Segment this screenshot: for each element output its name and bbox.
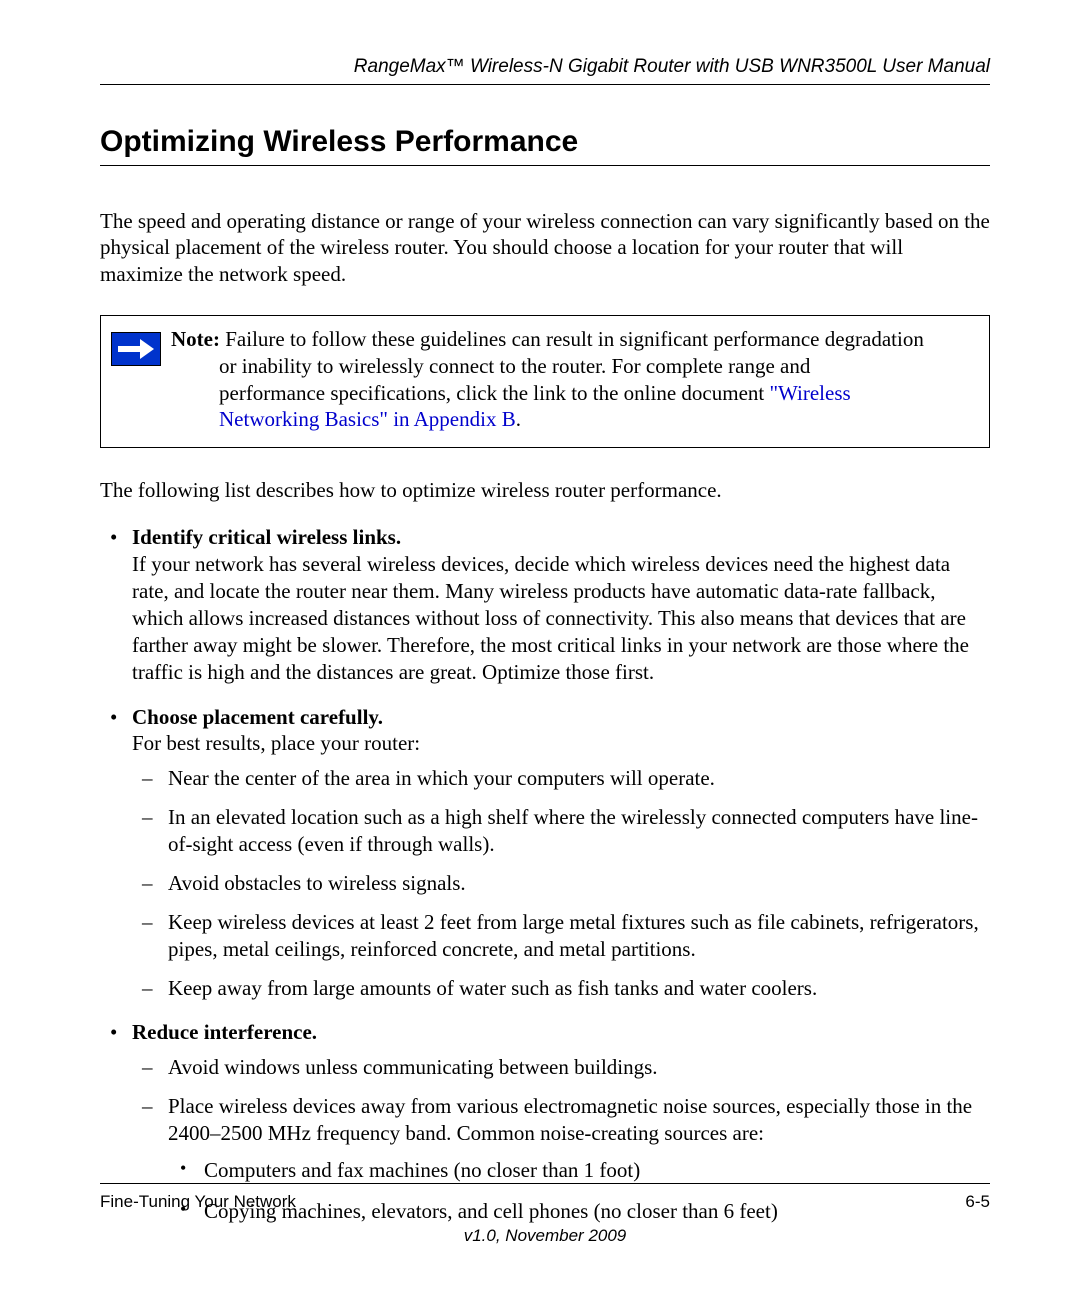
list-item: Choose placement carefully. For best res… — [132, 704, 990, 1002]
list-intro: The following list describes how to opti… — [100, 478, 990, 503]
footer-page-number: 6-5 — [965, 1192, 990, 1212]
item-title: Reduce interference. — [132, 1020, 317, 1044]
item-body: For best results, place your router: — [132, 731, 420, 755]
note-period: . — [516, 407, 521, 431]
page-title: Optimizing Wireless Performance — [100, 125, 990, 159]
item-title: Choose placement carefully. — [132, 705, 383, 729]
document-header: RangeMax™ Wireless-N Gigabit Router with… — [100, 56, 990, 84]
main-list: Identify critical wireless links. If you… — [100, 524, 990, 1224]
note-cont1: or inability to wirelessly connect to th… — [219, 354, 810, 378]
sub-item: Keep away from large amounts of water su… — [168, 975, 990, 1002]
item-body: If your network has several wireless dev… — [132, 552, 969, 684]
sub-list: Near the center of the area in which you… — [132, 765, 990, 1001]
title-rule — [100, 165, 990, 166]
footer-rule — [100, 1183, 990, 1184]
arrow-icon — [111, 332, 161, 366]
note-label: Note: — [171, 327, 220, 351]
item-title: Identify critical wireless links. — [132, 525, 401, 549]
sub2-item: Computers and fax machines (no closer th… — [204, 1157, 990, 1184]
sub-item: Avoid obstacles to wireless signals. — [168, 870, 990, 897]
note-text: Note: Failure to follow these guidelines… — [171, 326, 924, 434]
header-rule — [100, 84, 990, 85]
page-footer: Fine-Tuning Your Network 6-5 v1.0, Novem… — [100, 1183, 990, 1246]
sub-item: Keep wireless devices at least 2 feet fr… — [168, 909, 990, 963]
sub-item: In an elevated location such as a high s… — [168, 804, 990, 858]
footer-section: Fine-Tuning Your Network — [100, 1192, 296, 1212]
footer-version: v1.0, November 2009 — [100, 1226, 990, 1246]
note-cont2: performance specifications, click the li… — [219, 381, 769, 405]
appendix-link-cont[interactable]: Networking Basics" in Appendix B — [219, 407, 516, 431]
sub-item: Avoid windows unless communicating betwe… — [168, 1054, 990, 1081]
note-box: Note: Failure to follow these guidelines… — [100, 315, 990, 449]
note-line1: Failure to follow these guidelines can r… — [220, 327, 924, 351]
sub-item: Near the center of the area in which you… — [168, 765, 990, 792]
sub-item-text: Place wireless devices away from various… — [168, 1094, 972, 1145]
intro-paragraph: The speed and operating distance or rang… — [100, 208, 990, 287]
appendix-link[interactable]: "Wireless — [769, 381, 850, 405]
list-item: Identify critical wireless links. If you… — [132, 524, 990, 685]
